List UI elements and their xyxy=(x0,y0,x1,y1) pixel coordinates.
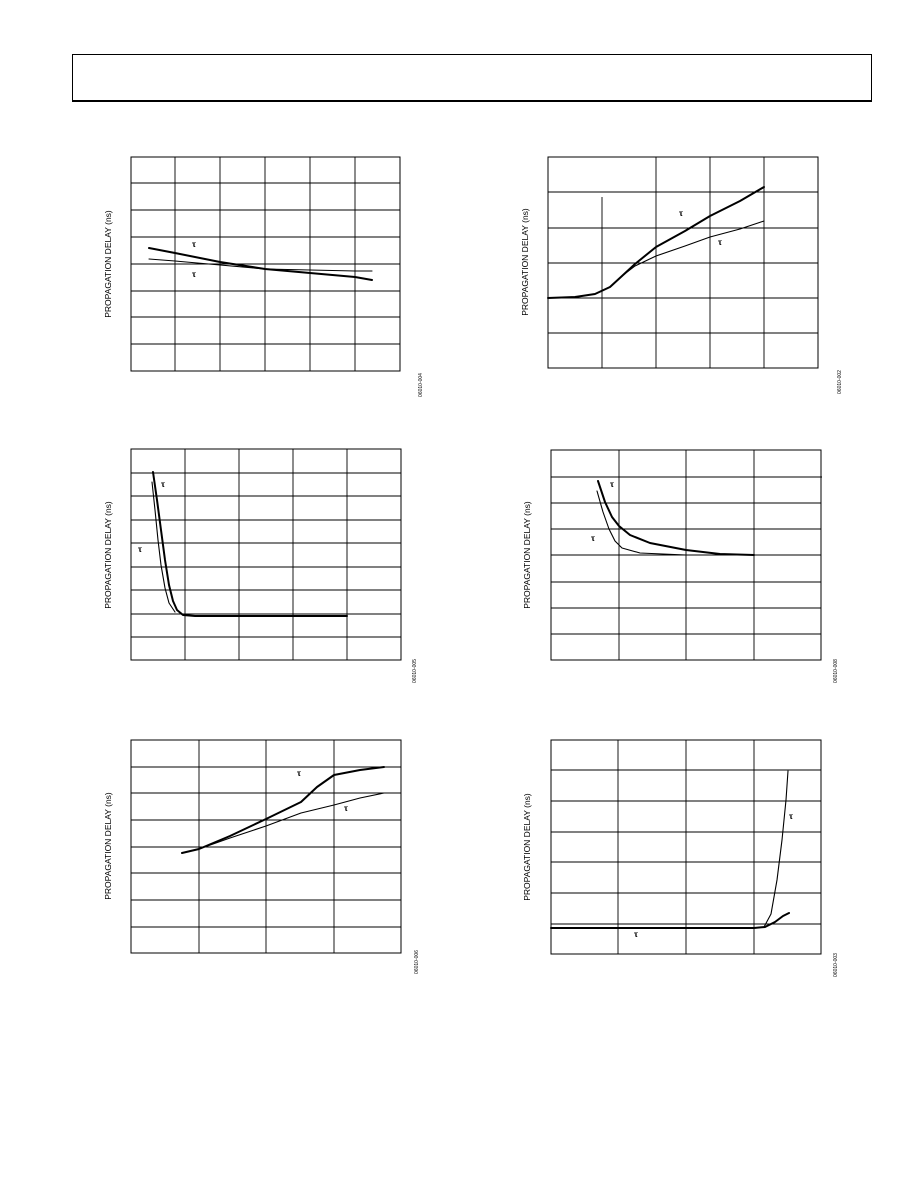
chart-1-series-label-1: τ xyxy=(192,269,197,279)
chart-2-curve-thin xyxy=(621,220,765,277)
chart-3-frame xyxy=(130,448,402,661)
chart-6-plot: ττ PROPAGATION DELAY (ns) 06010-003 xyxy=(522,739,839,977)
chart-2-frame xyxy=(547,156,819,369)
chart-2-figure-id: 06010-002 xyxy=(837,370,843,394)
chart-6-series-label-0: τ xyxy=(789,811,794,821)
chart-4-plot: ττ PROPAGATION DELAY (ns) 06010-008 xyxy=(522,449,839,683)
chart-4-y-axis-label: PROPAGATION DELAY (ns) xyxy=(522,501,532,609)
chart-3-series-labels: ττ xyxy=(138,479,166,554)
chart-6-grid xyxy=(551,740,821,954)
chart-4-curves xyxy=(596,480,755,556)
chart-1-curves xyxy=(148,247,373,281)
chart-6-series-labels: ττ xyxy=(634,811,794,939)
chart-1-curve-thin xyxy=(148,258,373,272)
chart-6-series-label-1: τ xyxy=(634,929,639,939)
chart-2-series-label-0: τ xyxy=(679,208,684,218)
chart-5-curves xyxy=(181,766,385,854)
chart-3-curves xyxy=(151,471,348,617)
chart-6-figure-id: 06010-003 xyxy=(833,953,839,977)
chart-3-grid xyxy=(131,449,401,660)
chart-5-y-axis-label: PROPAGATION DELAY (ns) xyxy=(103,792,113,900)
chart-5-plot: ττ PROPAGATION DELAY (ns) 06010-006 xyxy=(103,739,420,974)
chart-1-figure-id: 06010-004 xyxy=(418,373,424,397)
chart-2-series-labels: ττ xyxy=(679,208,723,247)
chart-1-grid xyxy=(131,157,400,371)
chart-2-series-label-1: τ xyxy=(718,237,723,247)
chart-3-series-label-1: τ xyxy=(138,544,143,554)
chart-6-y-axis-label: PROPAGATION DELAY (ns) xyxy=(522,793,532,901)
chart-4-series-label-0: τ xyxy=(610,479,615,489)
chart-6-curve-thick xyxy=(550,912,790,929)
chart-2-grid xyxy=(548,157,818,368)
chart-4-series-labels: ττ xyxy=(591,479,615,543)
chart-3-y-axis-label: PROPAGATION DELAY (ns) xyxy=(103,501,113,609)
page-header-box xyxy=(72,54,872,102)
chart-2-plot: ττ PROPAGATION DELAY (ns) 06010-002 xyxy=(520,156,843,394)
chart-4-curve-thick xyxy=(597,480,755,556)
chart-3-series-label-0: τ xyxy=(161,479,166,489)
chart-2-curves xyxy=(547,186,765,299)
chart-2-curve-thick xyxy=(547,186,765,299)
chart-3-curve-thick xyxy=(152,471,348,617)
chart-6-curves xyxy=(550,770,790,929)
chart-1-y-axis-label: PROPAGATION DELAY (ns) xyxy=(103,210,113,318)
chart-3-curve-thin xyxy=(151,481,176,613)
chart-1-series-labels: ττ xyxy=(192,239,197,279)
chart-5-series-labels: ττ xyxy=(297,768,349,813)
chart-5-series-label-0: τ xyxy=(297,768,302,778)
chart-5-curve-thick xyxy=(181,766,385,854)
chart-5-figure-id: 06010-006 xyxy=(414,950,420,974)
chart-5-series-label-1: τ xyxy=(344,803,349,813)
chart-3-plot: ττ PROPAGATION DELAY (ns) 06010-005 xyxy=(103,448,418,683)
chart-5-curve-thin xyxy=(198,792,385,850)
chart-5-grid xyxy=(131,740,401,953)
chart-4-curve-thin xyxy=(596,490,721,556)
chart-6-curve-thin xyxy=(753,770,789,929)
chart-2-y-axis-label: PROPAGATION DELAY (ns) xyxy=(520,208,530,316)
chart-1-plot: ττ PROPAGATION DELAY (ns) 06010-004 xyxy=(103,156,424,397)
chart-1-series-label-0: τ xyxy=(192,239,197,249)
chart-3-figure-id: 06010-005 xyxy=(412,659,418,683)
chart-4-figure-id: 06010-008 xyxy=(833,659,839,683)
chart-4-series-label-1: τ xyxy=(591,533,596,543)
